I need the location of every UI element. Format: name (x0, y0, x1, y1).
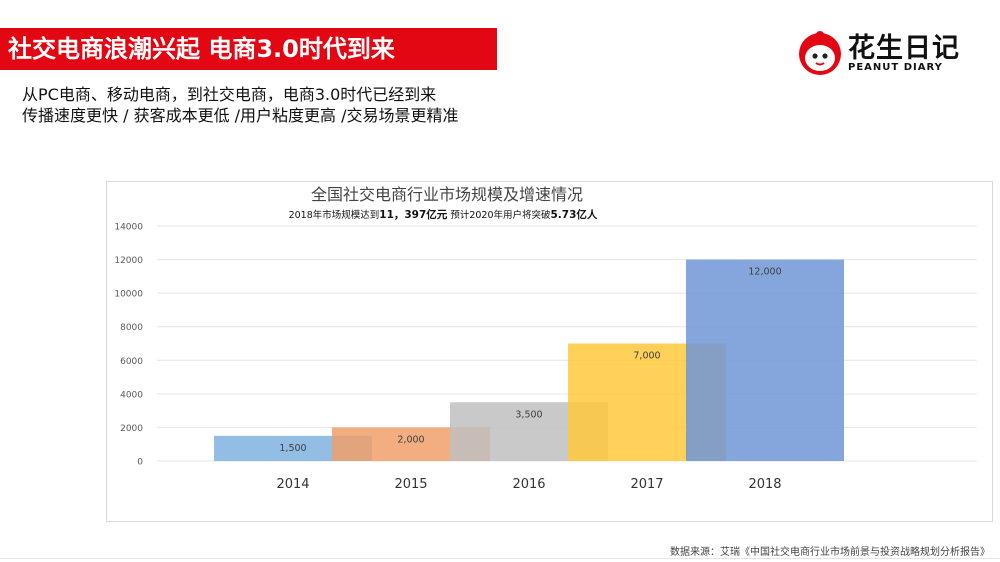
data-label-2017: 7,000 (633, 351, 660, 362)
logo-subtitle: PEANUT DIARY (848, 62, 943, 73)
y-tick-label: 0 (137, 458, 143, 468)
data-source-note: 数据来源：艾瑞《中国社交电商行业市场前景与投资战略规划分析报告》 (670, 547, 990, 558)
y-tick-label: 2000 (120, 424, 143, 434)
y-tick-label: 8000 (120, 323, 143, 333)
x-tick-label-2017: 2017 (630, 477, 663, 492)
peanut-mascot-icon (799, 31, 841, 75)
chart-subtitle-part: 预计2020年用户将突破 (447, 209, 551, 221)
chart-subtitle-part: 5.73亿人 (551, 208, 598, 221)
y-tick-label: 14000 (114, 223, 143, 233)
y-tick-label: 4000 (120, 390, 143, 400)
x-tick-label-2015: 2015 (394, 477, 427, 492)
chart-subtitle-part: 2018年市场规模达到 (289, 209, 380, 221)
market-size-chart: 全国社交电商行业市场规模及增速情况 2018年市场规模达到11，397亿元 预计2… (114, 185, 977, 492)
chart-subtitle-part: 11，397亿元 (379, 208, 448, 221)
chart-frame: 全国社交电商行业市场规模及增速情况 2018年市场规模达到11，397亿元 预计2… (106, 181, 993, 522)
y-tick-label: 6000 (120, 357, 143, 367)
data-label-2018: 12,000 (748, 267, 781, 278)
intro-line-2: 传播速度更快 / 获客成本更低 /用户粘度更高 /交易场景更精准 (22, 106, 459, 125)
bottom-divider (0, 558, 1000, 559)
chart-title: 全国社交电商行业市场规模及增速情况 (311, 185, 583, 204)
slide-title: 社交电商浪潮兴起 电商3.0时代到来 (0, 28, 497, 70)
logo-name: 花生日记 (848, 33, 960, 64)
chart-subtitle: 2018年市场规模达到11，397亿元 预计2020年用户将突破5.73亿人 (289, 208, 598, 221)
x-tick-label-2018: 2018 (748, 477, 781, 492)
x-tick-label-2014: 2014 (276, 477, 309, 492)
brand-logo: 花生日记 PEANUT DIARY (796, 24, 976, 80)
bar-2018 (686, 259, 844, 461)
data-label-2016: 3,500 (515, 409, 542, 420)
data-label-2014: 1,500 (279, 443, 306, 454)
y-tick-label: 10000 (114, 290, 143, 300)
y-tick-label: 12000 (114, 256, 143, 266)
data-label-2015: 2,000 (397, 434, 424, 445)
intro-line-1: 从PC电商、移动电商，到社交电商，电商3.0时代已经到来 (22, 85, 437, 104)
x-tick-label-2016: 2016 (512, 477, 545, 492)
